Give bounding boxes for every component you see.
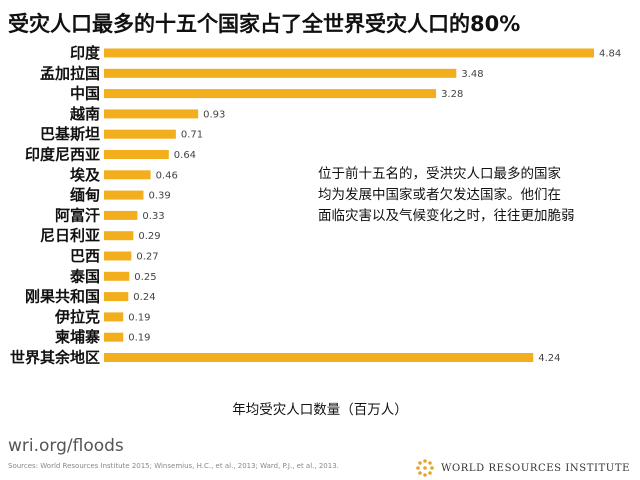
bar-chart: 印度 4.84 孟加拉国 3.48 中国 3.28 越南 0.93 巴基斯坦 0.71 印度尼西亚 0…	[10, 44, 621, 367]
bar	[104, 129, 176, 139]
category-label: 巴西	[70, 247, 100, 265]
bar	[104, 271, 130, 281]
category-label: 缅甸	[70, 186, 100, 204]
category-label: 刚果共和国	[25, 288, 100, 306]
annotation-line-2: 均为发展中国家或者欠发达国家。他们在	[318, 187, 561, 203]
category-label: 印度尼西亚	[25, 146, 100, 164]
bar	[104, 292, 129, 302]
bar	[104, 251, 132, 261]
category-label: 中国	[70, 85, 100, 103]
bar	[104, 150, 169, 159]
source-url-link[interactable]: wri.org/floods	[8, 436, 124, 456]
value-label: 0.46	[156, 170, 178, 181]
bar	[104, 332, 124, 342]
value-label: 0.19	[128, 312, 150, 323]
category-label: 巴基斯坦	[40, 125, 100, 143]
wri-logo-icon	[416, 459, 434, 477]
category-label: 印度	[70, 44, 101, 62]
value-label: 0.39	[148, 191, 170, 202]
bar	[104, 109, 199, 119]
value-label: 0.27	[136, 252, 158, 263]
bar	[104, 190, 144, 200]
value-label: 0.24	[133, 292, 155, 303]
category-label: 孟加拉国	[40, 64, 100, 82]
sources-note: Sources: World Resources Institute 2015;…	[8, 462, 339, 470]
value-label: 3.48	[461, 69, 483, 80]
annotation-line-1: 位于前十五名的，受洪灾人口最多的国家	[318, 166, 561, 182]
bar	[104, 170, 151, 180]
x-axis-label: 年均受灾人口数量（百万人）	[232, 402, 408, 418]
value-label: 4.84	[599, 49, 621, 60]
category-label: 伊拉克	[54, 308, 100, 326]
category-label: 尼日利亚	[40, 227, 100, 245]
value-label: 0.33	[142, 211, 164, 222]
category-label: 泰国	[69, 267, 100, 285]
category-label: 柬埔寨	[55, 328, 100, 346]
bar	[104, 231, 134, 241]
value-label: 4.24	[538, 353, 560, 364]
wri-logo: WORLD RESOURCES INSTITUTE	[415, 458, 630, 478]
category-label: 越南	[69, 105, 100, 123]
category-label: 埃及	[70, 166, 101, 184]
value-label: 0.19	[128, 333, 150, 344]
bar	[104, 312, 124, 322]
category-label: 世界其余地区	[10, 349, 100, 367]
bar	[104, 89, 437, 99]
value-label: 0.93	[203, 109, 225, 120]
bar	[104, 353, 534, 362]
value-label: 0.64	[174, 150, 196, 161]
chart-title: 受灾人口最多的十五个国家占了全世界受灾人口的80%	[8, 12, 521, 36]
bar	[104, 210, 138, 220]
bar	[104, 68, 457, 78]
category-label: 阿富汗	[55, 206, 100, 224]
value-label: 0.71	[181, 130, 203, 141]
value-label: 0.25	[134, 272, 156, 283]
annotation-text: 位于前十五名的，受洪灾人口最多的国家 均为发展中国家或者欠发达国家。他们在 面临…	[318, 164, 623, 227]
value-label: 0.29	[138, 231, 160, 242]
bar	[104, 48, 594, 58]
value-label: 3.28	[441, 89, 463, 100]
wri-brand-name: WORLD RESOURCES INSTITUTE	[441, 462, 630, 474]
annotation-line-3: 面临灾害以及气候变化之时，往往更加脆弱	[318, 208, 575, 224]
